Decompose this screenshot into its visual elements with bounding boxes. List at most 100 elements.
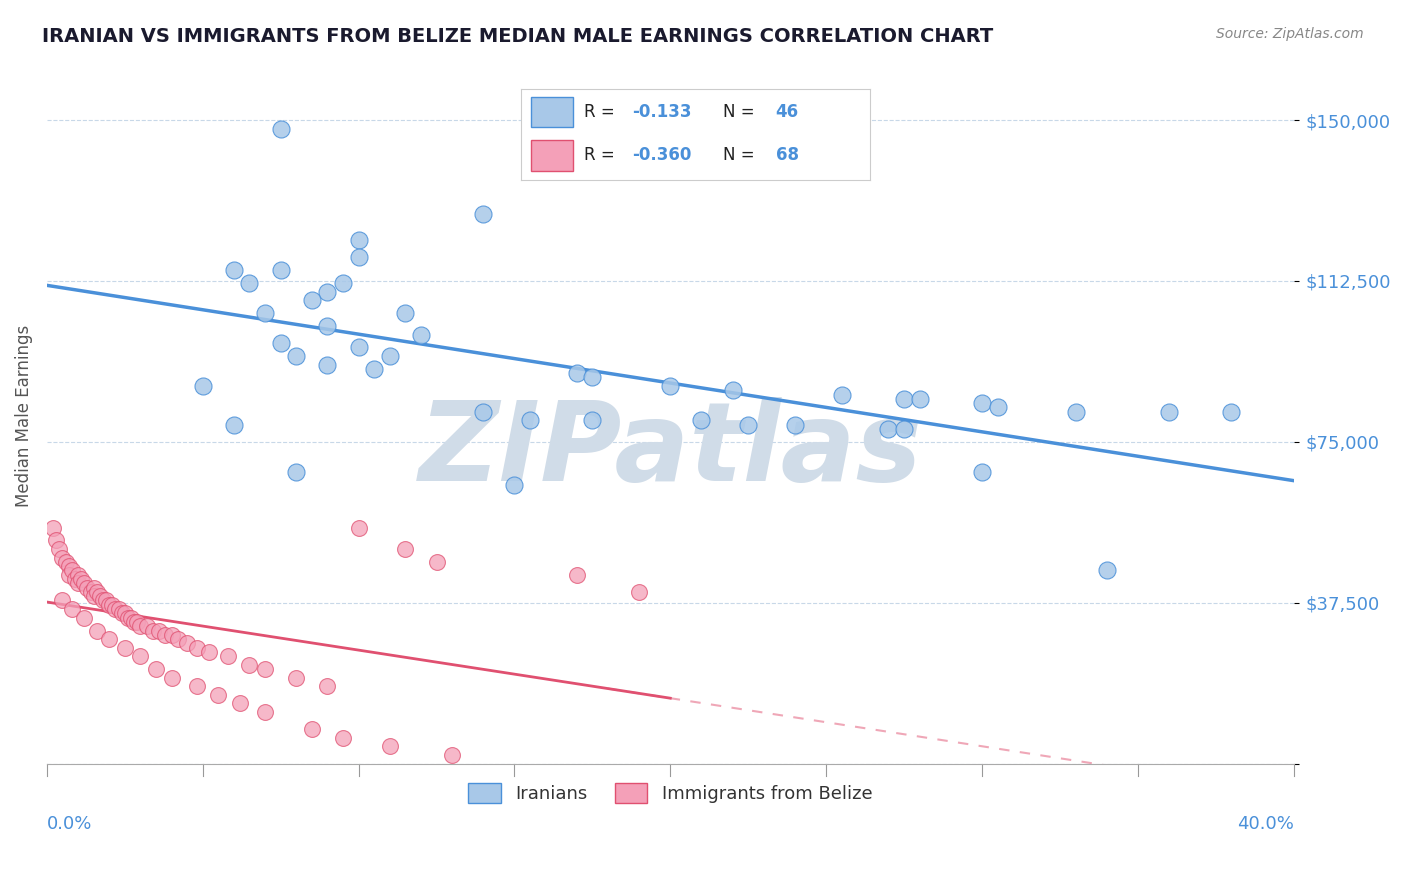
Point — [519, 413, 541, 427]
Point — [332, 731, 354, 745]
Point — [91, 593, 114, 607]
Point — [270, 263, 292, 277]
Point — [42, 520, 65, 534]
Point — [73, 576, 96, 591]
Point — [107, 602, 129, 616]
Text: Source: ZipAtlas.com: Source: ZipAtlas.com — [1216, 27, 1364, 41]
Text: 0.0%: 0.0% — [46, 815, 93, 833]
Point — [893, 422, 915, 436]
Text: IRANIAN VS IMMIGRANTS FROM BELIZE MEDIAN MALE EARNINGS CORRELATION CHART: IRANIAN VS IMMIGRANTS FROM BELIZE MEDIAN… — [42, 27, 994, 45]
Point — [301, 293, 323, 308]
Point — [737, 417, 759, 432]
Point — [76, 581, 98, 595]
Point — [987, 401, 1010, 415]
Point — [58, 559, 80, 574]
Point — [238, 657, 260, 672]
Point — [122, 615, 145, 629]
Point — [347, 233, 370, 247]
Point — [101, 598, 124, 612]
Point — [285, 349, 308, 363]
Point — [98, 598, 121, 612]
Point — [425, 555, 447, 569]
Point — [254, 662, 277, 676]
Point — [73, 610, 96, 624]
Point — [51, 550, 73, 565]
Point — [98, 632, 121, 646]
Point — [48, 541, 70, 556]
Point — [86, 585, 108, 599]
Point — [316, 679, 339, 693]
Point — [129, 649, 152, 664]
Point — [783, 417, 806, 432]
Point — [45, 533, 67, 548]
Point — [254, 705, 277, 719]
Point — [441, 747, 464, 762]
Point — [565, 567, 588, 582]
Point — [186, 679, 208, 693]
Point — [877, 422, 900, 436]
Point — [628, 585, 651, 599]
Point — [63, 572, 86, 586]
Text: 40.0%: 40.0% — [1237, 815, 1294, 833]
Point — [67, 576, 90, 591]
Point — [86, 624, 108, 638]
Point — [316, 285, 339, 299]
Point — [207, 688, 229, 702]
Point — [503, 477, 526, 491]
Point — [378, 739, 401, 754]
Point — [67, 567, 90, 582]
Point — [285, 465, 308, 479]
Point — [83, 589, 105, 603]
Point — [472, 207, 495, 221]
Point — [472, 405, 495, 419]
Point — [114, 607, 136, 621]
Point — [721, 384, 744, 398]
Point — [229, 697, 252, 711]
Point — [285, 671, 308, 685]
Point — [1157, 405, 1180, 419]
Point — [394, 541, 416, 556]
Point — [117, 610, 139, 624]
Point — [55, 555, 77, 569]
Point — [316, 358, 339, 372]
Point — [217, 649, 239, 664]
Point — [581, 370, 603, 384]
Point — [51, 593, 73, 607]
Point — [409, 327, 432, 342]
Point — [120, 610, 142, 624]
Point — [70, 572, 93, 586]
Point — [347, 340, 370, 354]
Point — [104, 602, 127, 616]
Point — [186, 640, 208, 655]
Point — [155, 628, 177, 642]
Point — [970, 396, 993, 410]
Point — [89, 589, 111, 603]
Point — [60, 564, 83, 578]
Point — [198, 645, 221, 659]
Point — [83, 581, 105, 595]
Y-axis label: Median Male Earnings: Median Male Earnings — [15, 325, 32, 508]
Point — [1064, 405, 1087, 419]
Point — [316, 318, 339, 333]
Point — [659, 379, 682, 393]
Point — [270, 121, 292, 136]
Point — [347, 520, 370, 534]
Point — [347, 250, 370, 264]
Point — [160, 628, 183, 642]
Point — [378, 349, 401, 363]
Text: ZIPatlas: ZIPatlas — [419, 397, 922, 504]
Point — [394, 306, 416, 320]
Point — [145, 662, 167, 676]
Point — [111, 607, 134, 621]
Point — [222, 417, 245, 432]
Point — [135, 619, 157, 633]
Point — [238, 276, 260, 290]
Point — [142, 624, 165, 638]
Point — [1095, 564, 1118, 578]
Point — [148, 624, 170, 638]
Point — [690, 413, 713, 427]
Point — [254, 306, 277, 320]
Point — [160, 671, 183, 685]
Point — [363, 361, 385, 376]
Point — [581, 413, 603, 427]
